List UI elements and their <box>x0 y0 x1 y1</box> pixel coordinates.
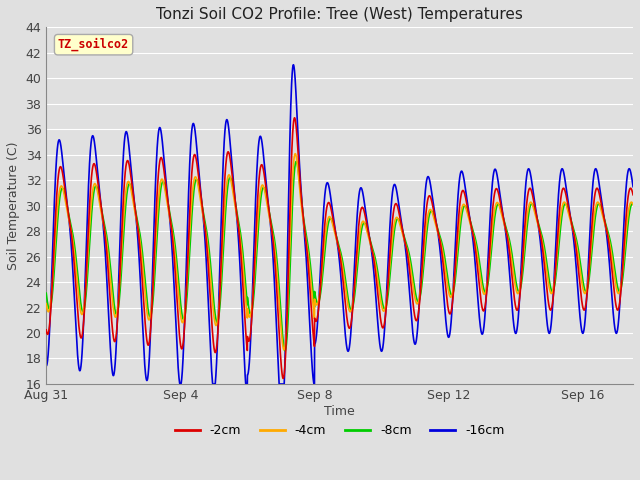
X-axis label: Time: Time <box>324 405 355 418</box>
Text: TZ_soilco2: TZ_soilco2 <box>58 38 129 51</box>
Y-axis label: Soil Temperature (C): Soil Temperature (C) <box>7 142 20 270</box>
Legend: -2cm, -4cm, -8cm, -16cm: -2cm, -4cm, -8cm, -16cm <box>170 419 510 442</box>
Title: Tonzi Soil CO2 Profile: Tree (West) Temperatures: Tonzi Soil CO2 Profile: Tree (West) Temp… <box>156 7 523 22</box>
